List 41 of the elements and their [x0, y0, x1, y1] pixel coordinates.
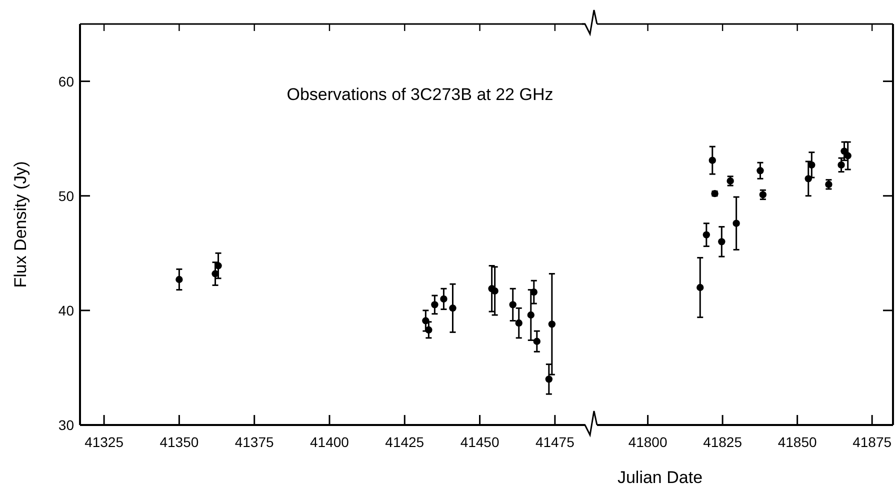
x-tick-label: 41350 [160, 434, 199, 450]
point [759, 191, 767, 198]
x-tick-label: 41450 [460, 434, 500, 450]
point [515, 319, 522, 327]
y-axis-title: Flux Density (Jy) [11, 161, 30, 288]
x-tick-label: 41375 [234, 434, 274, 450]
point [431, 301, 438, 308]
point [425, 326, 432, 334]
y-tick-label: 40 [58, 302, 74, 318]
point [509, 301, 516, 308]
point [440, 295, 448, 303]
text: Observations of 3C273B at 22 GHz [286, 85, 554, 104]
x-tick-label: 41800 [628, 434, 668, 450]
point [756, 167, 764, 174]
point [214, 262, 222, 270]
x-axis-title: Julian Date [617, 468, 703, 487]
y-tick-label: 30 [58, 417, 74, 433]
x-tick-label: 41325 [84, 434, 124, 450]
x-tick-label: 41850 [778, 434, 817, 450]
x-tick-label: 41875 [852, 434, 892, 450]
x-tick-label: 41825 [703, 434, 742, 450]
point [718, 238, 726, 246]
x-tick-label: 41425 [385, 434, 424, 450]
point [527, 311, 534, 319]
point [844, 152, 852, 160]
point [825, 180, 832, 188]
point [449, 304, 456, 312]
point [708, 156, 716, 164]
point [176, 276, 183, 284]
point [808, 161, 816, 169]
point [533, 338, 540, 345]
point [548, 320, 556, 328]
point [838, 161, 845, 169]
x-tick-label: 41400 [310, 434, 350, 450]
point [530, 288, 538, 296]
y-tick-label: 50 [58, 188, 74, 204]
point [702, 231, 710, 238]
y-tick-label: 60 [58, 73, 74, 90]
point [732, 220, 740, 227]
x-tick-label: 41475 [535, 434, 575, 450]
point [696, 284, 704, 292]
